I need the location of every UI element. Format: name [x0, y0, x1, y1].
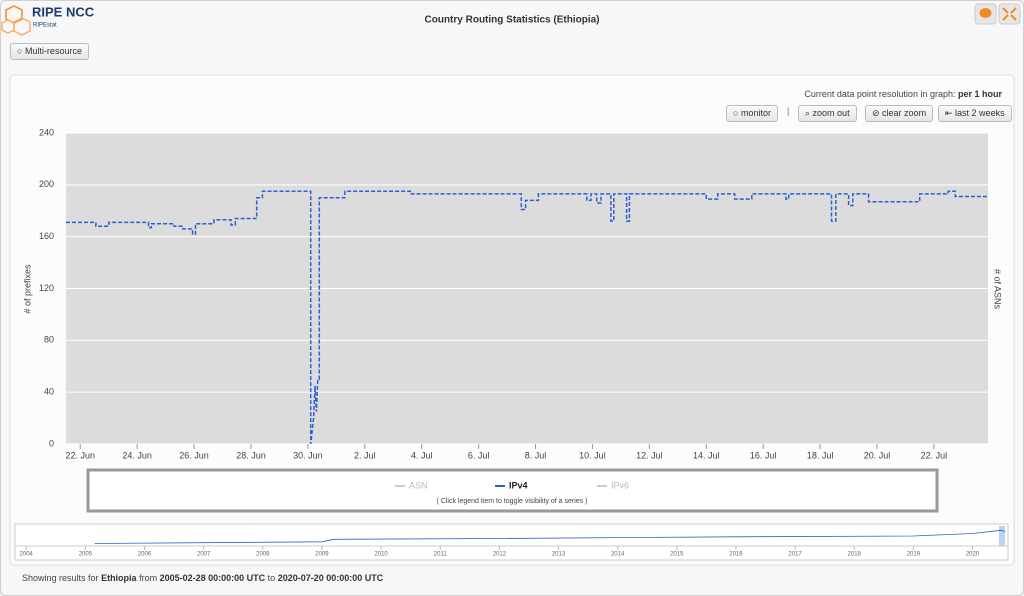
x-tick-label: 12. Jul [636, 450, 663, 460]
x-tick-label: 4. Jul [411, 450, 433, 460]
separator: | [787, 106, 790, 116]
button-label: clear zoom [882, 108, 927, 118]
collapse-icon[interactable] [998, 3, 1021, 25]
x-tick-label: 10. Jul [579, 450, 606, 460]
navigator-tick-label: 2020 [966, 552, 980, 558]
x-tick-label: 6. Jul [468, 450, 490, 460]
y2-axis-label: # of ASNs [993, 269, 1003, 310]
last-2-weeks-button[interactable]: ⇤ last 2 weeks [938, 105, 1012, 122]
footer-text: Showing results for [22, 573, 99, 583]
footer-end: 2020-07-20 00:00:00 UTC [277, 573, 384, 583]
footer-text: from [139, 573, 158, 583]
x-tick-label: 16. Jul [750, 450, 777, 460]
monitor-button[interactable]: ○ monitor [726, 105, 778, 122]
legend-item[interactable]: IPv4 [509, 480, 528, 490]
clear-zoom-button[interactable]: ⊘ clear zoom [865, 105, 934, 122]
x-tick-label: 2. Jul [354, 450, 376, 460]
y-tick-label: 120 [39, 283, 54, 293]
navigator-tick-label: 2004 [20, 552, 34, 558]
navigator-tick-label: 2010 [374, 552, 388, 558]
x-tick-label: 30. Jun [293, 450, 323, 460]
x-tick-label: 22. Jun [65, 450, 95, 460]
y-tick-label: 240 [39, 127, 54, 137]
footer-start: 2005-02-28 00:00:00 UTC [159, 573, 266, 583]
navigator-tick-label: 2011 [434, 552, 448, 558]
x-tick-label: 22. Jul [921, 450, 948, 460]
legend-item[interactable]: ASN [409, 480, 428, 490]
navigator-tick-label: 2015 [670, 552, 684, 558]
navigator-tick-label: 2017 [788, 552, 802, 558]
navigator-tick-label: 2009 [315, 552, 329, 558]
button-label: monitor [740, 108, 771, 118]
collapse-glyph [1002, 7, 1017, 21]
button-label: zoom out [812, 108, 850, 118]
multi-resource-button[interactable]: ○ Multi-resource [10, 43, 89, 60]
sub-brand: RIPEstat [33, 23, 57, 29]
navigator-panel [14, 523, 1009, 561]
zoom-out-button[interactable]: ⌕ zoom out [798, 105, 857, 122]
footer-country: Ethiopia [101, 573, 137, 583]
y-tick-label: 80 [44, 335, 54, 345]
x-tick-label: 28. Jun [236, 450, 266, 460]
y-axis-label: # of prefixes [22, 264, 32, 314]
x-tick-label: 18. Jul [807, 450, 834, 460]
series-line [66, 190, 988, 445]
navigator-tick-label: 2008 [256, 552, 270, 558]
navigator-tick-label: 2019 [907, 552, 921, 558]
x-tick-label: 20. Jul [864, 450, 891, 460]
logo [1, 5, 31, 36]
navigator-tick-label: 2013 [552, 552, 566, 558]
button-label: last 2 weeks [955, 108, 1005, 118]
x-tick-label: 14. Jul [693, 450, 720, 460]
navigator-tick-label: 2012 [493, 552, 507, 558]
resolution-label: Current data point resolution in graph: [804, 89, 956, 99]
resolution-value: per 1 hour [957, 89, 1002, 99]
page-title: Country Routing Statistics (Ethiopia) [425, 15, 600, 26]
navigator-tick-label: 2007 [197, 552, 211, 558]
x-tick-label: 26. Jun [179, 450, 209, 460]
footer: Showing results for Ethiopia from 2005-0… [22, 573, 383, 583]
button-label: Multi-resource [24, 46, 82, 56]
y-tick-label: 200 [39, 179, 54, 189]
legend-box [86, 468, 939, 513]
navigator-tick-label: 2005 [79, 552, 93, 558]
legend-hint: ( Click legend item to toggle visibility… [437, 498, 588, 505]
resolution: Current data point resolution in graph: … [804, 89, 1002, 99]
footer-text: to [267, 573, 276, 583]
navigator-tick-label: 2014 [611, 552, 625, 558]
navigator-tick-label: 2018 [848, 552, 862, 558]
legend-item[interactable]: IPv6 [611, 480, 629, 490]
brand: RIPE NCC [32, 4, 95, 19]
x-tick-label: 24. Jun [122, 450, 152, 460]
navigator-selection[interactable] [999, 526, 1005, 546]
x-tick-label: 8. Jul [525, 450, 547, 460]
feedback-glyph [979, 8, 992, 18]
navigator-line [94, 529, 1006, 544]
y-tick-label: 160 [39, 231, 54, 241]
navigator-tick-label: 2006 [138, 552, 152, 558]
navigator-tick-label: 2016 [729, 552, 743, 558]
y-tick-label: 0 [49, 438, 54, 448]
y-tick-label: 40 [44, 387, 54, 397]
